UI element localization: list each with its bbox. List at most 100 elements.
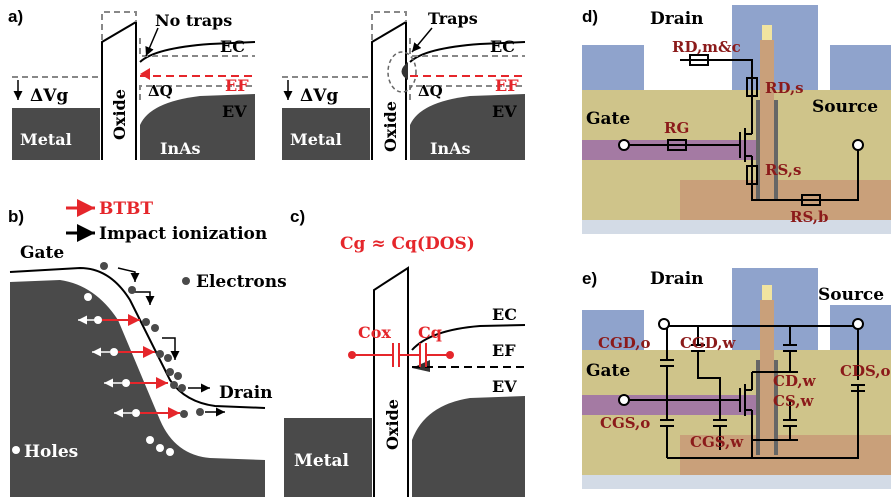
panel-d: d) Drain Gate Sourc — [582, 5, 891, 234]
ev-shift-dashed — [409, 85, 525, 100]
cgso-label: CGS,o — [600, 414, 650, 432]
electron — [174, 372, 182, 380]
ev-label: EV — [492, 377, 517, 396]
rsb-label: RS,b — [790, 208, 828, 226]
oxide-label: Oxide — [381, 101, 400, 152]
ec-label: EC — [492, 305, 517, 324]
dvg-label: ΔVg — [300, 86, 338, 106]
ii-arrow — [132, 291, 155, 305]
cq-label: Cq — [418, 323, 442, 342]
inas-label: InAs — [160, 139, 201, 158]
dq-label: ΔQ — [148, 82, 173, 100]
ec-shift-dashed — [139, 38, 255, 57]
dvg-label: ΔVg — [30, 86, 68, 106]
gate-label: Gate — [20, 243, 64, 263]
hole — [166, 448, 174, 456]
ec-shift-dashed — [409, 38, 525, 57]
ec-label: EC — [220, 37, 245, 56]
cgdw-label: CGD,w — [680, 334, 736, 352]
drain-label: Drain — [650, 9, 704, 29]
gate-layer — [582, 395, 762, 415]
no-traps-arrow — [145, 27, 159, 57]
source-layer — [680, 435, 891, 475]
ec-label: EC — [490, 37, 515, 56]
drain-terminal — [658, 318, 670, 330]
cox-label: Cox — [358, 323, 391, 342]
metal-label: Metal — [290, 130, 342, 149]
oxide-outline — [101, 20, 137, 160]
ev-label: EV — [492, 102, 517, 121]
electron — [196, 408, 204, 416]
panel-b: b) BTBT Impact ionization Gate Drain Ele… — [8, 199, 287, 497]
valence-band-fill — [410, 94, 525, 160]
hole — [146, 436, 154, 444]
valence-band-fill — [140, 94, 255, 160]
btbt-legend: BTBT — [99, 199, 153, 219]
dq-label: ΔQ — [418, 82, 443, 100]
substrate — [582, 220, 891, 234]
gate-label: Gate — [586, 109, 630, 129]
cdso-label: CDS,o — [840, 362, 890, 380]
rss-label: RS,s — [765, 161, 801, 179]
conduction-band — [411, 324, 526, 351]
conduction-band — [409, 41, 526, 63]
panel-label-e: e) — [582, 269, 597, 288]
electron — [142, 318, 150, 326]
ef-label: EF — [225, 76, 249, 95]
electron — [156, 350, 164, 358]
drain-label: Drain — [650, 269, 704, 289]
drain-label: Drain — [219, 383, 273, 403]
hole — [132, 409, 140, 417]
rg-label: RG — [664, 119, 689, 137]
traps-arrow — [411, 27, 433, 53]
ev-label: EV — [222, 102, 247, 121]
oxide-shift-dashed — [371, 11, 407, 40]
electron — [128, 286, 136, 294]
panel-c: c) Cg ≈ Cq(DOS) Metal Oxide EC EF EV Cox… — [284, 207, 526, 497]
source-label: Source — [812, 97, 878, 117]
cgsw-label: CGS,w — [690, 433, 744, 451]
nanowire — [760, 40, 774, 220]
metal-block — [284, 418, 372, 497]
conduction-band-b — [9, 266, 266, 409]
electron — [100, 262, 108, 270]
panel-a-left: a) ΔVg Metal Oxide No traps EC EF EV ΔQ … — [8, 7, 256, 160]
gate-oxide — [756, 100, 760, 200]
trap-circle — [387, 51, 417, 93]
panel-label-d: d) — [582, 7, 598, 26]
nanowire-tip — [762, 285, 772, 300]
oxide-outline — [373, 266, 409, 497]
nanowire — [760, 300, 774, 475]
electron-legend-dot — [182, 277, 190, 285]
gate-terminal — [618, 139, 630, 151]
cdw-label: CD,w — [773, 372, 817, 390]
electrons-label: Electrons — [196, 272, 287, 292]
oxide-label: Oxide — [110, 89, 129, 140]
rds-label: RD,s — [765, 79, 804, 97]
substrate — [582, 475, 891, 489]
panel-a-right: ΔVg Metal Oxide Traps EC EF EV ΔQ InAs — [282, 9, 526, 160]
charge-wedge — [140, 68, 150, 80]
metal-block — [282, 108, 370, 160]
gate-label: Gate — [586, 361, 630, 381]
resistor-network — [628, 54, 859, 206]
ef-label: EF — [495, 76, 519, 95]
electron — [166, 368, 174, 376]
cgdo-label: CGD,o — [598, 334, 650, 352]
holes-label: Holes — [24, 442, 78, 462]
electron — [180, 410, 188, 418]
cg-eq-label: Cg ≈ Cq(DOS) — [340, 234, 475, 254]
ev-shift-dashed — [139, 85, 255, 100]
oxide-label: Oxide — [383, 399, 402, 450]
inas-label: InAs — [430, 139, 471, 158]
gate-oxide — [774, 360, 778, 455]
electron — [164, 354, 172, 362]
gate-terminal — [618, 394, 630, 406]
trap-states — [401, 62, 408, 80]
ii-legend: Impact ionization — [99, 224, 267, 244]
ii-arrow — [117, 267, 140, 282]
gate-oxide — [774, 100, 778, 200]
electron — [151, 324, 159, 332]
traps-label: Traps — [428, 9, 478, 28]
gate-oxide — [756, 360, 760, 455]
